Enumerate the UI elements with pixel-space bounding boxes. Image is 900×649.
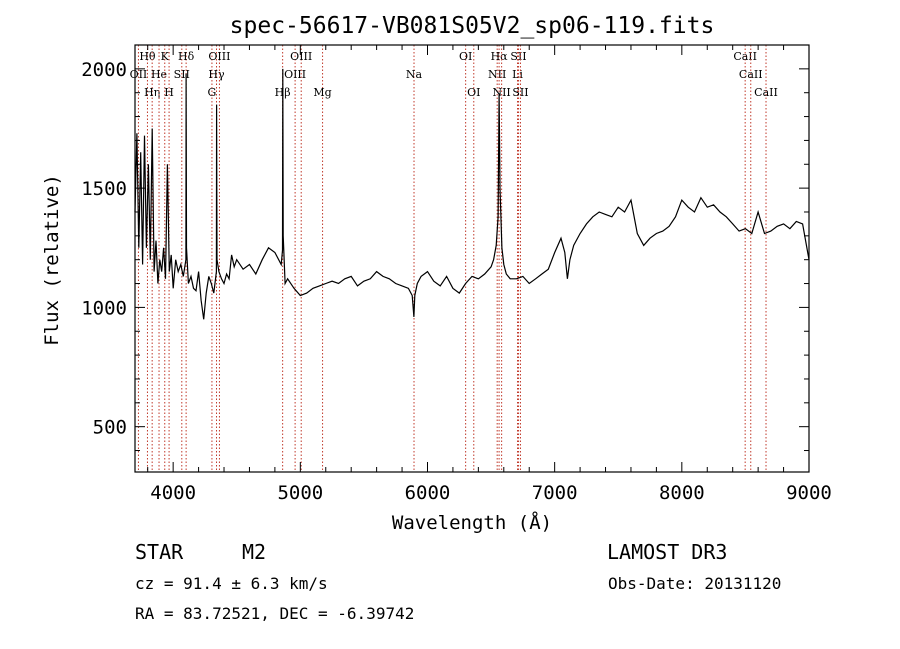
x-tick-label: 6000 xyxy=(405,482,451,504)
line-label: Hδ xyxy=(178,50,195,63)
y-tick-label: 1000 xyxy=(81,297,127,319)
survey-release: LAMOST DR3 xyxy=(607,540,728,564)
line-label: Hγ xyxy=(208,68,225,81)
line-label: G xyxy=(208,86,217,99)
line-label: OI xyxy=(467,86,480,99)
line-label: CaII xyxy=(733,50,757,63)
line-label: OIII xyxy=(284,68,306,81)
line-label: SII xyxy=(174,68,190,81)
line-label: Mg xyxy=(313,86,331,99)
line-label: SII xyxy=(510,50,526,63)
line-label: OIII xyxy=(290,50,312,63)
y-tick-label: 1500 xyxy=(81,178,127,200)
line-label: Hθ xyxy=(139,50,156,63)
line-label: SII xyxy=(512,86,528,99)
line-label: Hη xyxy=(144,86,160,99)
line-label: NII xyxy=(488,68,506,81)
spectrum-line xyxy=(134,68,810,320)
line-label: Li xyxy=(512,68,523,81)
line-label: CaII xyxy=(754,86,778,99)
line-label: OII xyxy=(130,68,148,81)
x-tick-label: 4000 xyxy=(150,482,196,504)
y-tick-label: 2000 xyxy=(81,59,127,81)
y-axis-label: Flux (relative) xyxy=(41,174,63,346)
spectral-line-markers: OIIHθHηHeKHSIIHδGHγOIIIHβOIIIOIIIMgNaOIO… xyxy=(130,45,778,472)
object-subclass: M2 xyxy=(242,540,267,564)
observation-date: Obs-Date: 20131120 xyxy=(608,574,782,593)
plot-frame xyxy=(134,44,810,473)
x-tick-label: 5000 xyxy=(277,482,323,504)
coordinates-readout: RA = 83.72521, DEC = -6.39742 xyxy=(135,604,415,623)
line-label: K xyxy=(161,50,170,63)
chart-title: spec-56617-VB081S05V2_sp06-119.fits xyxy=(230,13,715,39)
axis-ticks: 4000 5000 6000 7000 8000 9000 500 1000 1500 2000 xyxy=(81,45,832,504)
line-label: Na xyxy=(406,68,423,81)
x-tick-label: 7000 xyxy=(532,482,578,504)
x-axis-label: Wavelength (Å) xyxy=(392,511,552,534)
line-label: CaII xyxy=(739,68,763,81)
line-label: OI xyxy=(459,50,472,63)
object-class: STAR xyxy=(135,540,184,564)
x-tick-label: 8000 xyxy=(659,482,705,504)
line-label: NII xyxy=(492,86,510,99)
x-tick-label: 9000 xyxy=(786,482,832,504)
line-label: He xyxy=(151,68,167,81)
line-label: H xyxy=(164,86,174,99)
line-label: OIII xyxy=(208,50,230,63)
y-tick-label: 500 xyxy=(93,417,127,439)
redshift-readout: cz = 91.4 ± 6.3 km/s xyxy=(135,574,328,593)
line-label: Hα xyxy=(491,50,509,63)
